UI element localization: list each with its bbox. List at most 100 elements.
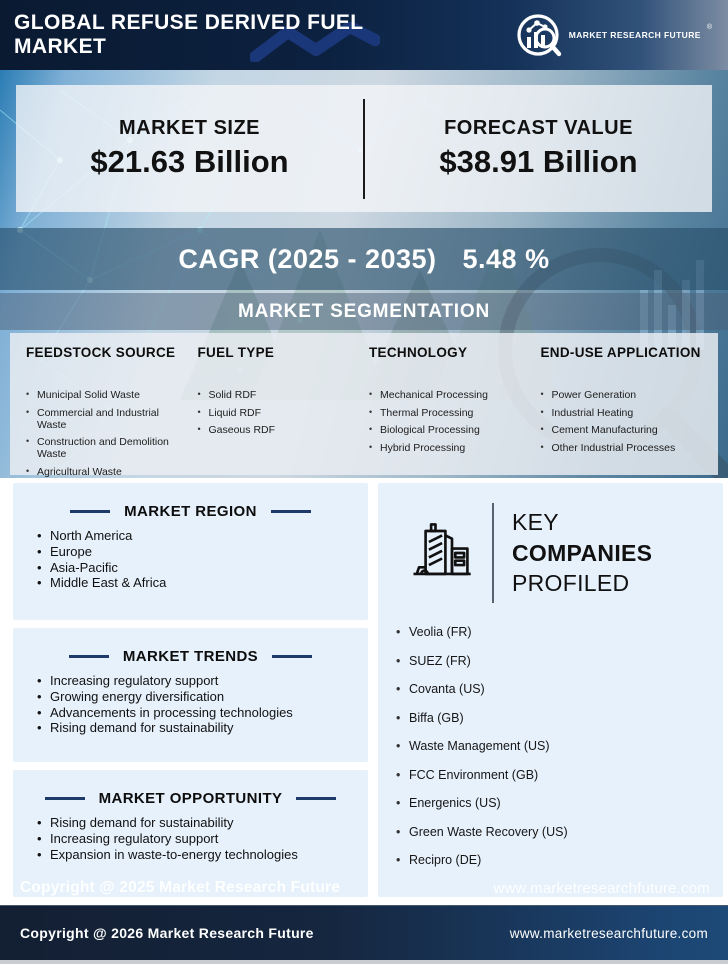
list-item: Power Generation xyxy=(541,389,703,401)
segmentation-column-end-use: END-USE APPLICATION Power Generation Indu… xyxy=(541,345,713,475)
list-item: Hybrid Processing xyxy=(369,442,531,454)
key-companies-title-line1: KEY xyxy=(512,509,559,536)
list-item: Construction and Demolition Waste xyxy=(26,436,188,460)
list-item: Middle East & Africa xyxy=(37,575,368,591)
title-dash-right xyxy=(272,655,313,658)
segmentation-heading-band: MARKET SEGMENTATION xyxy=(0,293,728,330)
market-size-block: MARKET SIZE $21.63 Billion xyxy=(16,117,363,180)
market-stats-panel: MARKET SIZE $21.63 Billion FORECAST VALU… xyxy=(16,85,712,212)
list-item: Expansion in waste-to-energy technologie… xyxy=(37,847,368,863)
title-dash-left xyxy=(44,797,85,800)
list-item: Cement Manufacturing xyxy=(541,424,703,436)
list-item: Thermal Processing xyxy=(369,407,531,419)
vertical-divider xyxy=(492,503,494,603)
market-opportunity-title: MARKET OPPORTUNITY xyxy=(98,790,283,807)
list-item: Recipro (DE) xyxy=(396,853,723,867)
key-companies-header: KEY COMPANIES PROFILED xyxy=(378,483,723,609)
list-item: Rising demand for sustainability xyxy=(37,720,368,736)
footer: Copyright @ 2026 Market Research Future … xyxy=(0,905,728,964)
forecast-value-label: FORECAST VALUE xyxy=(444,117,633,139)
list-item: Europe xyxy=(37,544,368,560)
key-companies-title-line3: PROFILED xyxy=(512,570,630,597)
segmentation-item-list: Solid RDF Liquid RDF Gaseous RDF xyxy=(198,389,360,436)
market-size-label: MARKET SIZE xyxy=(118,117,261,139)
segmentation-panel: FEEDSTOCK SOURCE Municipal Solid Waste Co… xyxy=(10,333,718,478)
list-item: Asia-Pacific xyxy=(37,560,368,576)
list-item: Mechanical Processing xyxy=(369,389,531,401)
list-item: Solid RDF xyxy=(198,389,360,401)
market-size-value: $21.63 Billion xyxy=(90,144,289,179)
trend-line-decoration xyxy=(250,22,380,62)
forecast-value-value: $38.91 Billion xyxy=(439,144,638,179)
market-trends-title: MARKET TRENDS xyxy=(122,648,259,665)
watermark-website: www.marketresearchfuture.com xyxy=(493,880,710,897)
list-item: Increasing regulatory support xyxy=(37,673,368,689)
title-dash-left xyxy=(68,655,109,658)
registered-mark: ® xyxy=(706,23,712,31)
list-item: Energenics (US) xyxy=(396,796,723,810)
list-item: Growing energy diversification xyxy=(37,689,368,705)
key-companies-title-line2: COMPANIES xyxy=(512,539,653,566)
cagr-value: 5.48 % xyxy=(462,243,550,274)
market-trends-title-row: MARKET TRENDS xyxy=(13,628,368,665)
building-icon xyxy=(404,520,478,586)
list-item: Veolia (FR) xyxy=(396,625,723,639)
list-item: Covanta (US) xyxy=(396,682,723,696)
segmentation-heading: MARKET SEGMENTATION xyxy=(238,300,490,322)
market-region-title-row: MARKET REGION xyxy=(13,483,368,520)
footer-website-link[interactable]: www.marketresearchfuture.com xyxy=(509,925,708,941)
list-item: Municipal Solid Waste xyxy=(26,389,188,401)
brand-logo: MARKET RESEARCH FUTURE ® xyxy=(515,11,712,59)
segmentation-column-technology: TECHNOLOGY Mechanical Processing Thermal … xyxy=(369,345,541,475)
watermark-copyright: Copyright @ 2025 Market Research Future xyxy=(20,879,341,896)
list-item: SUEZ (FR) xyxy=(396,654,723,668)
list-item: Waste Management (US) xyxy=(396,739,723,753)
page-title: GLOBAL REFUSE DERIVED FUEL MARKET xyxy=(14,11,364,58)
title-dash-left xyxy=(70,510,111,513)
key-companies-list: Veolia (FR) SUEZ (FR) Covanta (US) Biffa (G… xyxy=(396,625,723,867)
cagr-band: CAGR (2025 - 2035) 5.48 % xyxy=(0,228,728,290)
list-item: Other Industrial Processes xyxy=(541,442,703,454)
market-trends-box: MARKET TRENDS Increasing regulatory supp… xyxy=(13,628,368,762)
list-item: Increasing regulatory support xyxy=(37,831,368,847)
segmentation-column-title: FEEDSTOCK SOURCE xyxy=(26,345,176,360)
forecast-value-block: FORECAST VALUE $38.91 Billion xyxy=(365,117,712,180)
market-region-title: MARKET REGION xyxy=(124,503,257,520)
list-item: Rising demand for sustainability xyxy=(37,815,368,831)
list-item: Commercial and Industrial Waste xyxy=(26,407,188,431)
segmentation-item-list: Power Generation Industrial Heating Cement… xyxy=(541,389,703,454)
market-opportunity-title-row: MARKET OPPORTUNITY xyxy=(13,770,368,807)
brand-name: MARKET RESEARCH FUTURE xyxy=(568,30,701,40)
title-dash-right xyxy=(296,797,337,800)
segmentation-column-title: END-USE APPLICATION xyxy=(540,345,701,360)
list-item: Industrial Heating xyxy=(541,407,703,419)
market-region-list: North AmericaEuropeAsia-PacificMiddle Ea… xyxy=(37,528,368,591)
list-item: FCC Environment (GB) xyxy=(396,768,723,782)
segmentation-column-title: FUEL TYPE xyxy=(197,345,275,360)
list-item: Agricultural Waste xyxy=(26,466,188,478)
key-companies-title: KEY COMPANIES PROFILED xyxy=(512,507,652,598)
segmentation-column-fuel-type: FUEL TYPE Solid RDF Liquid RDF Gaseous RDF xyxy=(198,345,370,475)
segmentation-column-title: TECHNOLOGY xyxy=(369,345,468,360)
market-trends-list: Increasing regulatory supportGrowing ene… xyxy=(37,673,368,736)
cagr-label: CAGR (2025 - 2035) xyxy=(178,243,437,274)
mrfr-logo-icon xyxy=(517,14,561,57)
list-item: Biffa (GB) xyxy=(396,711,723,725)
list-item: Gaseous RDF xyxy=(198,424,360,436)
segmentation-item-list: Mechanical Processing Thermal Processing B… xyxy=(369,389,531,454)
list-item: Green Waste Recovery (US) xyxy=(396,825,723,839)
market-region-box: MARKET REGION North AmericaEuropeAsia-Pa… xyxy=(13,483,368,620)
segmentation-column-feedstock: FEEDSTOCK SOURCE Municipal Solid Waste Co… xyxy=(26,345,198,478)
vertical-divider xyxy=(363,98,365,199)
title-dash-right xyxy=(270,510,311,513)
market-opportunity-box: MARKET OPPORTUNITY Rising demand for sus… xyxy=(13,770,368,897)
list-item: Liquid RDF xyxy=(198,407,360,419)
market-opportunity-list: Rising demand for sustainabilityIncreasi… xyxy=(37,815,368,862)
list-item: Biological Processing xyxy=(369,424,531,436)
footer-copyright: Copyright @ 2026 Market Research Future xyxy=(20,925,314,941)
header: GLOBAL REFUSE DERIVED FUEL MARKET MARKET… xyxy=(0,0,728,70)
key-companies-box: KEY COMPANIES PROFILED Veolia (FR) SUEZ (… xyxy=(378,483,723,897)
segmentation-item-list: Municipal Solid Waste Commercial and Indu… xyxy=(26,389,188,478)
list-item: Advancements in processing technologies xyxy=(37,705,368,721)
list-item: North America xyxy=(37,528,368,544)
